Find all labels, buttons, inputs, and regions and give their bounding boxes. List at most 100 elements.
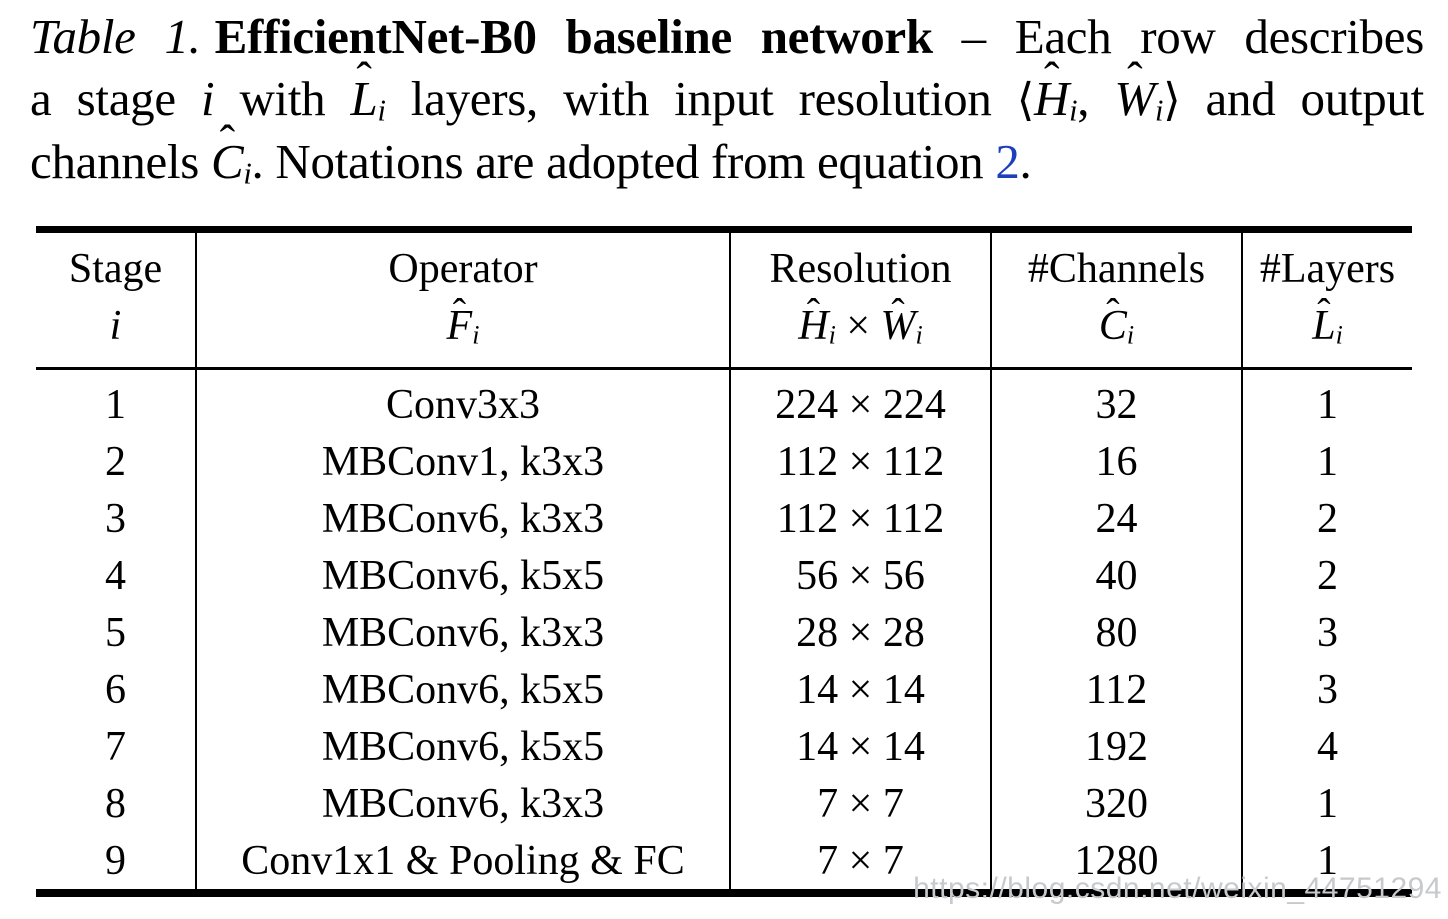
math-letter: L [1312, 303, 1336, 349]
math-letter: H [798, 303, 829, 349]
cell-channels: 16 [990, 433, 1242, 490]
cell-stage: 8 [105, 780, 126, 827]
cell-resolution: 14 × 14 [729, 718, 991, 775]
math-subscript: i [915, 320, 923, 350]
cell-resolution: 112 × 112 [729, 433, 991, 490]
cell-operator: MBConv1, k3x3 [195, 433, 730, 490]
cell-resolution: 14 × 14 [729, 661, 991, 718]
math-subscript: i [1335, 320, 1343, 350]
math-subscript: i [243, 156, 252, 191]
math-letter: C [1098, 303, 1127, 349]
table-row: 8 MBConv6, k3x3 7 × 7 320 1 [36, 775, 1412, 832]
cell-layers: 3 [1241, 661, 1412, 718]
column-title: #Channels [1027, 246, 1206, 292]
column-symbol: ˆ Hi × ˆ Wi [731, 292, 990, 355]
cell-layers: 1 [1241, 775, 1412, 832]
hat-accent-icon: ˆ [219, 117, 236, 169]
caption-line-3: channels ˆ Ci. Notations are adopted from… [30, 120, 1424, 193]
table-caption: Table 1. EfficientNet-B0 baseline network… [30, 6, 1424, 193]
cell-resolution: 112 × 112 [729, 490, 991, 547]
cell-stage: 5 [105, 609, 126, 656]
cell-channels: 24 [990, 490, 1242, 547]
cell-layers: 4 [1241, 718, 1412, 775]
caption-text: , [1077, 71, 1115, 126]
hat-accent-icon: ˆ [452, 289, 467, 335]
table-row: 2 MBConv1, k3x3 112 × 112 16 1 [36, 433, 1412, 490]
cell-resolution: 7 × 7 [729, 775, 991, 832]
cell-channels: 112 [990, 661, 1242, 718]
cell-stage: 9 [105, 837, 126, 884]
cell-operator: MBConv6, k5x5 [195, 547, 730, 604]
cell-layers: 1 [1241, 832, 1412, 893]
cell-stage: 7 [105, 723, 126, 770]
caption-text: and output [1180, 71, 1425, 126]
equation-2-link[interactable]: 2 [995, 134, 1020, 189]
math-subscript: i [1126, 320, 1135, 350]
math-subscript: i [1069, 93, 1078, 128]
caption-text: channels [30, 134, 211, 189]
cell-channels: 40 [990, 547, 1242, 604]
caption-text: a stage [30, 71, 201, 126]
cell-layers: 3 [1241, 604, 1412, 661]
caption-label: Table 1. [30, 9, 201, 64]
math-subscript: i [1154, 93, 1164, 128]
efficientnet-b0-table: Stage i Operator ˆ Fi Resolution ˆ Hi × ˆ Wi #Cha… [36, 226, 1412, 897]
table-row: 1 Conv3x3 224 × 224 32 1 [36, 368, 1412, 433]
column-header-resolution: Resolution ˆ Hi × ˆ Wi [729, 229, 991, 370]
column-title: #Layers [1259, 246, 1396, 292]
right-angle-bracket: ⟩ [1163, 73, 1181, 126]
math-subscript: i [377, 93, 386, 128]
caption-text: with [214, 71, 351, 126]
header-row: Stage i Operator ˆ Fi Resolution ˆ Hi × ˆ Wi #Cha… [36, 229, 1412, 370]
caption-text: . [1019, 134, 1032, 189]
column-symbol: ˆ Li [1243, 292, 1412, 355]
cell-operator: MBConv6, k3x3 [195, 775, 730, 832]
cell-resolution: 7 × 7 [729, 832, 991, 893]
cell-channels: 192 [990, 718, 1242, 775]
math-letter: H [1034, 71, 1070, 126]
math-letter: F [446, 303, 473, 349]
cell-channels: 320 [990, 775, 1242, 832]
caption-line-1: Table 1. EfficientNet-B0 baseline network… [30, 6, 1424, 68]
cell-stage: 1 [105, 381, 126, 428]
cell-operator: Conv3x3 [195, 368, 730, 433]
cell-stage: 2 [105, 438, 126, 485]
caption-text: . Notations are adopted from equation [251, 134, 996, 189]
caption-text: – Each row describes [932, 9, 1425, 64]
watermark-url: https://blog.csdn.net/weixin_44751294 [913, 872, 1442, 905]
math-letter: L [350, 71, 378, 126]
math-subscript: i [472, 320, 480, 350]
hat-accent-icon: ˆ [806, 289, 821, 335]
column-header-layers: #Layers ˆ Li [1241, 229, 1412, 370]
times-sign: × [835, 303, 881, 349]
hat-accent-icon: ˆ [356, 54, 372, 106]
math-letter: W [1114, 71, 1155, 126]
cell-stage: 4 [105, 552, 126, 599]
cell-layers: 1 [1241, 433, 1412, 490]
table-row: 5 MBConv6, k3x3 28 × 28 80 3 [36, 604, 1412, 661]
column-title: Operator [388, 246, 538, 292]
math-i: i [200, 71, 215, 126]
column-header-stage: Stage i [36, 229, 196, 370]
cell-resolution: 56 × 56 [729, 547, 991, 604]
table-row: 7 MBConv6, k5x5 14 × 14 192 4 [36, 718, 1412, 775]
cell-operator: MBConv6, k3x3 [195, 490, 730, 547]
cell-channels: 80 [990, 604, 1242, 661]
cell-stage: 3 [105, 495, 126, 542]
column-header-channels: #Channels ˆ Ci [990, 229, 1242, 370]
math-subscript: i [828, 320, 836, 350]
math-letter: C [210, 134, 244, 189]
table-row: 9 Conv1x1 & Pooling & FC 7 × 7 1280 1 [36, 832, 1412, 893]
cell-resolution: 28 × 28 [729, 604, 991, 661]
cell-operator: MBConv6, k5x5 [195, 661, 730, 718]
column-symbol: ˆ Fi [197, 292, 729, 355]
cell-channels: 1280 [990, 832, 1242, 893]
